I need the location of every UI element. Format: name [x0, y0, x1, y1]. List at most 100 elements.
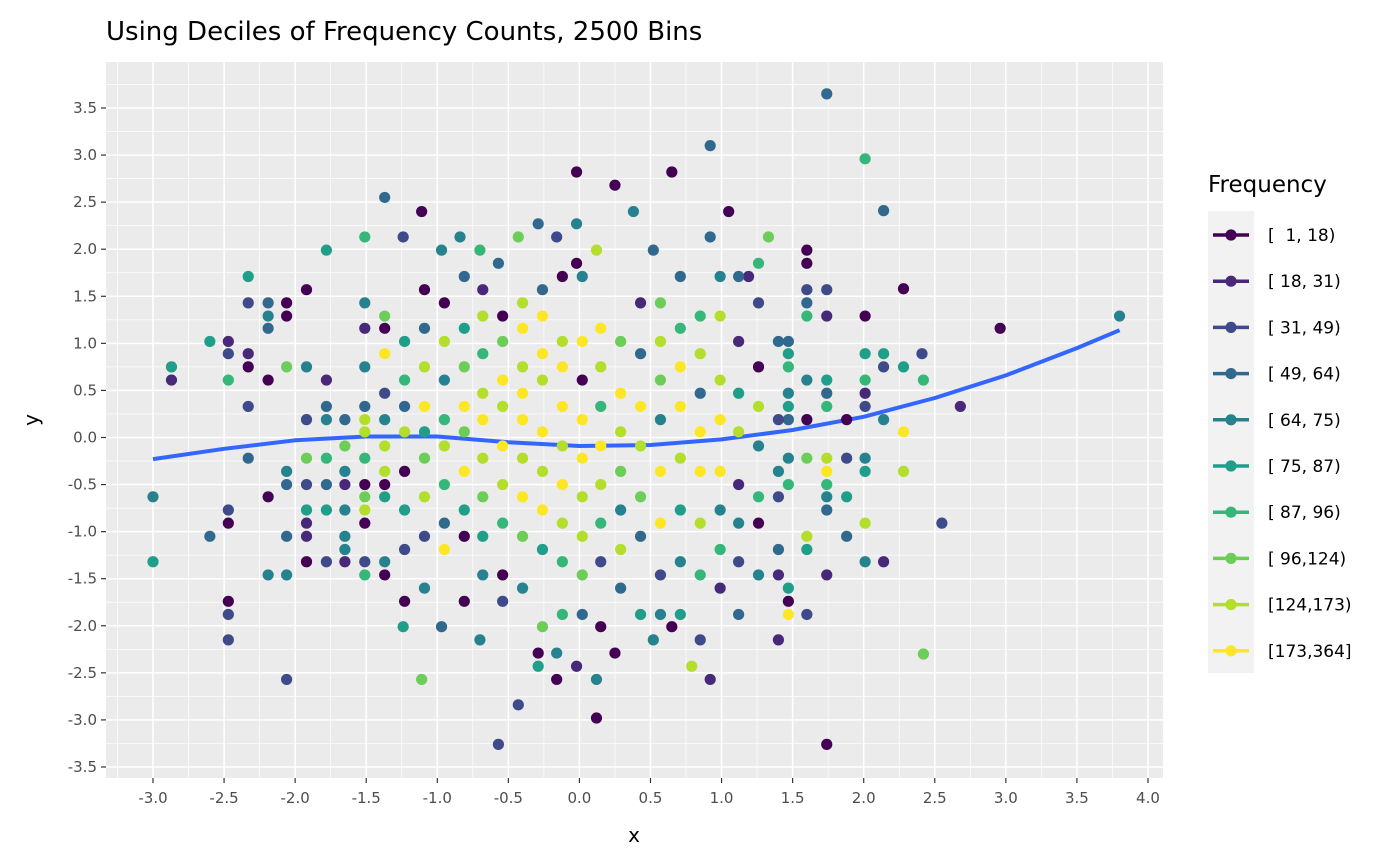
data-point [359, 452, 371, 464]
data-point [379, 569, 391, 581]
data-point [300, 504, 313, 516]
data-point [300, 517, 313, 529]
x-tick-label: -2.5 [209, 789, 238, 807]
data-point [841, 491, 853, 503]
data-point [859, 556, 871, 568]
data-point [576, 452, 588, 464]
points-layer [147, 88, 1126, 750]
data-point [772, 491, 785, 503]
data-point [595, 556, 607, 568]
data-point [595, 621, 607, 633]
data-point [897, 283, 910, 295]
data-point [821, 569, 833, 581]
data-point [242, 361, 254, 373]
data-point [398, 504, 411, 516]
data-point [320, 400, 333, 413]
data-point [714, 374, 726, 386]
data-point [281, 569, 293, 581]
data-point [674, 452, 686, 464]
data-point [615, 465, 627, 477]
data-point [551, 647, 563, 659]
data-point [654, 335, 667, 348]
data-point [416, 673, 428, 686]
data-point [516, 361, 529, 373]
data-point [379, 191, 391, 204]
data-point [859, 374, 871, 386]
data-point [458, 400, 470, 413]
data-point [551, 673, 563, 686]
data-point [877, 205, 890, 217]
data-point [379, 387, 391, 399]
data-point [458, 322, 470, 334]
data-point [647, 244, 659, 256]
data-point [674, 556, 686, 568]
data-point [615, 387, 627, 399]
data-point [654, 414, 667, 426]
data-point [674, 270, 686, 283]
y-tick-label: 1.0 [73, 334, 97, 352]
data-point [339, 556, 351, 568]
data-point [821, 504, 833, 516]
x-tick-label: -3.0 [138, 789, 167, 807]
data-point [782, 608, 794, 621]
data-point [222, 595, 234, 607]
data-point [497, 310, 509, 322]
data-point [647, 634, 659, 646]
data-point [556, 335, 568, 348]
data-point [418, 426, 431, 438]
data-point [859, 387, 871, 399]
chart-title: Using Deciles of Frequency Counts, 2500 … [106, 17, 702, 47]
data-point [379, 414, 391, 426]
y-tick-label: -2.5 [68, 664, 97, 682]
data-point [666, 166, 678, 178]
data-point [536, 543, 549, 556]
data-point [877, 361, 890, 373]
data-point [686, 660, 698, 672]
data-point [477, 387, 489, 399]
data-point [859, 517, 871, 529]
data-point [532, 218, 544, 230]
data-point [339, 530, 351, 542]
data-point [339, 504, 351, 516]
legend-key-point [1225, 275, 1237, 287]
data-point [398, 426, 411, 438]
data-point [379, 491, 391, 503]
data-point [379, 322, 391, 334]
data-point [752, 297, 765, 309]
data-point [438, 297, 450, 309]
data-point [801, 414, 813, 426]
data-point [723, 205, 735, 218]
data-point [897, 426, 910, 438]
data-point [801, 543, 813, 556]
data-point [398, 595, 411, 607]
legend: Frequency [ 1, 18) [ 18, 31) [ 31, 49) [ 49… [1208, 172, 1352, 673]
data-point [262, 491, 274, 503]
data-point [590, 673, 603, 686]
data-point [821, 88, 833, 100]
data-point [916, 348, 928, 360]
data-point [782, 582, 794, 594]
data-point [458, 595, 470, 607]
data-point [536, 504, 549, 516]
data-point [615, 543, 627, 556]
data-point [222, 504, 234, 516]
data-point [576, 374, 588, 386]
data-point [609, 179, 621, 191]
data-point [821, 738, 833, 750]
legend-key-point [1225, 460, 1237, 472]
legend-label: [ 18, 31) [1268, 272, 1341, 292]
data-point [897, 361, 910, 373]
data-point [477, 310, 489, 322]
data-point [654, 465, 667, 477]
data-point [379, 556, 391, 568]
data-point [714, 582, 726, 594]
data-point [320, 374, 333, 386]
data-point [300, 530, 313, 542]
data-point [497, 517, 509, 529]
data-point [772, 543, 785, 556]
data-point [281, 673, 293, 686]
y-tick-label: -3.0 [68, 711, 97, 729]
plot-panel [106, 62, 1163, 778]
data-point [516, 297, 529, 309]
y-tick-label: -0.5 [68, 476, 97, 494]
